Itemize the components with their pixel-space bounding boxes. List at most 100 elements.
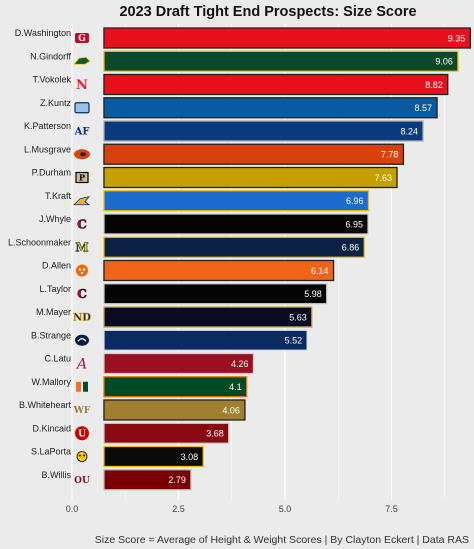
- svg-text:OU: OU: [74, 476, 90, 486]
- svg-text:P: P: [79, 172, 85, 182]
- x-tick-label: 2.5: [172, 504, 185, 514]
- player-name-label: Z.Kuntz: [40, 98, 72, 108]
- old-dominion-logo-icon: [74, 102, 90, 114]
- miami-logo-icon: [76, 381, 88, 392]
- bar-value-label: 6.96: [346, 196, 364, 206]
- bar: [103, 445, 204, 468]
- oregon-state-logo-icon: [74, 149, 90, 160]
- nebraska-logo-icon: N: [76, 78, 88, 93]
- bar: [103, 73, 449, 96]
- bar-value-label: 8.82: [425, 80, 443, 90]
- svg-text:C: C: [77, 287, 87, 301]
- svg-text:N: N: [76, 78, 88, 93]
- purdue-logo-icon: P: [75, 171, 89, 184]
- player-name-label: L.Schoonmaker: [8, 237, 71, 247]
- player-name-label: C.Latu: [44, 354, 71, 364]
- bar: [103, 166, 398, 189]
- player-name-label: N.Gindorff: [30, 51, 71, 61]
- x-tick-label: 7.5: [385, 504, 398, 514]
- player-name-label: L.Musgrave: [24, 144, 71, 154]
- bar-value-label: 6.86: [342, 243, 360, 253]
- bar-rows: D.Washington G 9.35 N.Gindorff 9.06 T.Vokolek…: [8, 27, 471, 491]
- north-dakota-state-logo-icon: [73, 56, 91, 65]
- bar: [103, 469, 192, 491]
- svg-text:A: A: [75, 357, 87, 373]
- michigan-logo-icon: M: [75, 240, 89, 255]
- bar: [103, 422, 230, 444]
- bar: [103, 259, 335, 282]
- alabama-logo-icon: A: [75, 357, 87, 373]
- bar-value-label: 8.24: [400, 126, 418, 136]
- player-name-label: B.Strange: [31, 330, 71, 340]
- bar-value-label: 9.06: [435, 57, 453, 67]
- bar-value-label: 7.63: [375, 173, 393, 183]
- penn-state-logo-icon: [75, 334, 89, 346]
- player-name-label: B.Willis: [42, 470, 72, 480]
- bar: [103, 306, 313, 328]
- x-tick-label: 5.0: [279, 504, 292, 514]
- player-name-label: D.Washington: [15, 28, 71, 38]
- bar-value-label: 3.68: [206, 429, 224, 439]
- svg-text:ND: ND: [73, 313, 91, 324]
- svg-text:C: C: [77, 217, 87, 231]
- bar: [103, 50, 459, 72]
- bar: [103, 97, 438, 119]
- svg-text:WF: WF: [73, 406, 91, 416]
- iowa-logo-icon: [76, 451, 88, 462]
- bar: [103, 143, 405, 165]
- air-force-logo-icon: AF: [74, 127, 90, 138]
- bar-value-label: 3.08: [181, 452, 199, 462]
- bar: [103, 120, 424, 142]
- bar: [103, 352, 255, 375]
- cincinnati-logo-icon: C: [77, 287, 87, 302]
- bar: [103, 399, 246, 421]
- svg-text:G: G: [78, 34, 86, 44]
- player-name-label: J.Whyle: [39, 214, 71, 224]
- bar: [103, 213, 369, 235]
- player-name-label: P.Durham: [32, 168, 71, 178]
- player-name-label: K.Patterson: [24, 121, 71, 131]
- bar-value-label: 5.98: [304, 289, 322, 299]
- bar-value-label: 2.79: [168, 475, 186, 485]
- x-axis-ticks: 0.0 2.5 5.0 7.5: [66, 504, 398, 514]
- chart-caption: Size Score = Average of Height & Weight …: [95, 534, 469, 546]
- player-name-label: D.Kincaid: [32, 423, 71, 433]
- georgia-logo-icon: G: [75, 33, 89, 44]
- notre-dame-logo-icon: ND: [73, 312, 92, 324]
- bar-value-label: 4.06: [222, 405, 240, 415]
- x-tick-label: 0.0: [66, 504, 79, 514]
- svg-text:AF: AF: [74, 127, 90, 138]
- wake-forest-logo-icon: WF: [73, 406, 91, 416]
- player-name-label: T.Vokolek: [32, 75, 71, 85]
- bar-value-label: 6.14: [311, 266, 329, 276]
- player-name-label: W.Mallory: [31, 377, 71, 387]
- svg-text:M: M: [75, 241, 88, 255]
- bar-value-label: 5.52: [285, 336, 303, 346]
- bar-value-label: 4.1: [229, 382, 242, 392]
- south-dakota-state-logo-icon: [73, 196, 91, 206]
- cincinnati-logo-icon: C: [77, 217, 87, 232]
- bar: [103, 27, 471, 49]
- bar-value-label: 7.78: [381, 150, 399, 160]
- bar: [103, 329, 308, 351]
- clemson-logo-icon: [76, 264, 88, 277]
- player-name-label: B.Whiteheart: [19, 400, 72, 410]
- player-name-label: M.Mayer: [36, 307, 71, 317]
- bar: [103, 190, 370, 212]
- player-name-label: L.Taylor: [39, 284, 71, 294]
- utah-logo-icon: U: [75, 426, 89, 441]
- bar: [103, 283, 328, 305]
- player-name-label: S.LaPorta: [31, 447, 71, 457]
- bar-value-label: 8.57: [415, 103, 433, 113]
- svg-text:U: U: [78, 429, 86, 439]
- chart-title: 2023 Draft Tight End Prospects: Size Sco…: [119, 4, 416, 20]
- bar-value-label: 6.95: [346, 219, 364, 229]
- bar-value-label: 4.26: [231, 359, 249, 369]
- bar: [103, 236, 365, 258]
- oklahoma-logo-icon: OU: [74, 476, 90, 486]
- player-name-label: T.Kraft: [45, 191, 72, 201]
- bar-value-label: 5.63: [289, 312, 307, 322]
- bar-value-label: 9.35: [448, 33, 466, 43]
- bar: [103, 376, 248, 398]
